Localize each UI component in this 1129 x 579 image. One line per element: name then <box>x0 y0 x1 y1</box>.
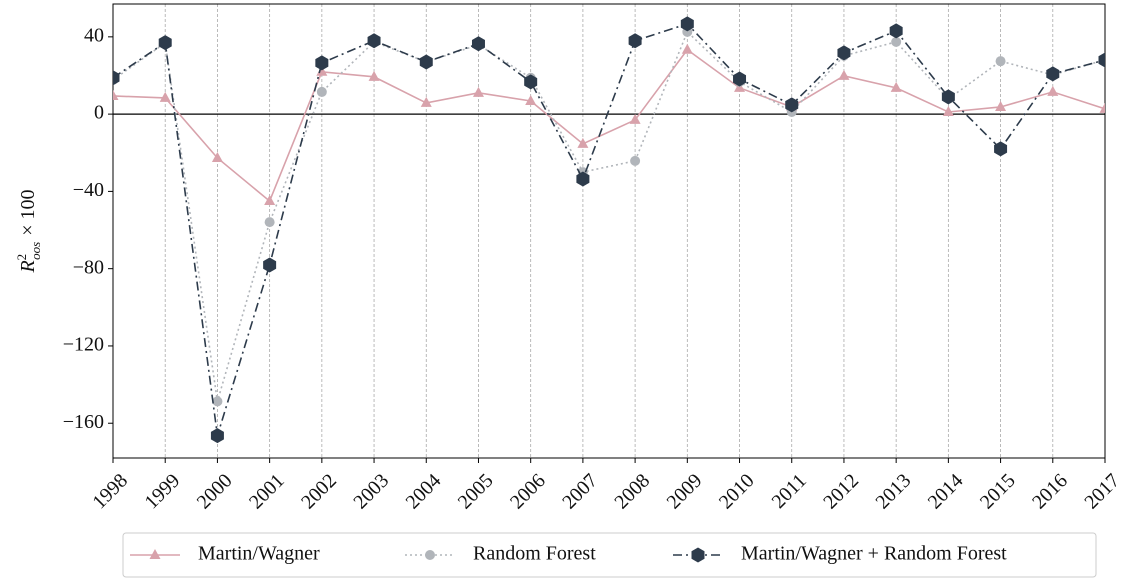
x-tick-label: 2014 <box>924 470 968 514</box>
series-line <box>113 30 1105 402</box>
x-tick-label: 2004 <box>402 470 446 514</box>
marker <box>681 43 693 54</box>
x-tick-label: 2000 <box>193 470 237 514</box>
marker <box>212 396 223 407</box>
marker <box>211 151 223 162</box>
x-tick-label: 2006 <box>506 470 550 514</box>
marker <box>419 54 433 70</box>
marker <box>525 94 537 105</box>
x-tick-label: 2012 <box>819 470 863 514</box>
y-axis-label: R2oos × 100 <box>14 189 43 273</box>
marker <box>315 55 329 71</box>
y-tick-label: 0 <box>94 102 104 124</box>
marker <box>891 36 902 47</box>
x-tick-label: 2011 <box>768 470 811 513</box>
y-tick-label: −160 <box>63 411 104 433</box>
marker <box>524 74 538 90</box>
x-tick-label: 2003 <box>349 470 393 514</box>
legend-box <box>122 532 1097 578</box>
y-label-tail: × 100 <box>17 189 39 235</box>
marker <box>367 33 381 49</box>
legend: Martin/Wagner Random Forest Martin/Wagner … <box>122 532 1097 578</box>
marker <box>629 113 641 124</box>
marker <box>420 96 432 107</box>
marker <box>264 195 276 206</box>
marker <box>890 81 902 92</box>
x-tick-label: 2010 <box>715 470 759 514</box>
marker <box>316 65 328 76</box>
marker <box>263 257 277 273</box>
marker <box>995 100 1007 111</box>
y-tick-label: 40 <box>84 24 104 46</box>
marker <box>1046 66 1060 82</box>
legend-label: Random Forest <box>473 543 596 565</box>
legend-label: Martin/Wagner + Random Forest <box>741 543 1007 565</box>
y-label-base: R <box>17 260 39 273</box>
x-tick-label: 2005 <box>454 470 498 514</box>
marker <box>316 86 327 97</box>
x-tick-label: 2008 <box>610 470 654 514</box>
marker <box>471 36 485 52</box>
marker <box>630 155 641 166</box>
marker <box>210 428 224 444</box>
y-label-sup: 2 <box>14 254 29 261</box>
marker <box>149 549 161 559</box>
marker <box>113 70 120 86</box>
series-layer <box>113 16 1105 444</box>
x-tick-label: 2007 <box>558 470 602 514</box>
marker <box>941 89 955 105</box>
x-tick-label: 2009 <box>663 470 707 514</box>
marker <box>425 550 435 560</box>
x-tick-label: 2017 <box>1080 470 1124 514</box>
marker <box>472 86 484 97</box>
x-tick-label: 1998 <box>88 470 132 514</box>
marker <box>995 56 1006 67</box>
x-tick-label: 1999 <box>141 470 185 514</box>
marker <box>1099 102 1105 113</box>
marker <box>838 69 850 80</box>
x-tick-label: 2013 <box>871 470 915 514</box>
series-line <box>113 22 1105 436</box>
marker <box>733 71 747 87</box>
x-tick-label: 2002 <box>297 470 341 514</box>
marker <box>785 97 799 113</box>
marker <box>1047 85 1059 96</box>
marker <box>691 547 705 563</box>
marker <box>113 89 119 100</box>
x-tick-label: 2016 <box>1028 470 1072 514</box>
marker <box>368 70 380 81</box>
marker <box>628 33 642 49</box>
y-tick-label: −40 <box>73 179 104 201</box>
plot-frame <box>112 3 1106 459</box>
marker <box>942 105 954 116</box>
marker <box>680 16 694 32</box>
marker <box>158 35 172 51</box>
marker <box>837 45 851 61</box>
y-label-sub: oos <box>28 242 43 260</box>
marker <box>577 137 589 148</box>
marker <box>576 171 590 187</box>
x-tick-label: 2015 <box>976 470 1020 514</box>
series-line <box>113 48 1105 203</box>
y-tick-label: −120 <box>63 334 104 356</box>
marker <box>994 141 1008 157</box>
x-tick-label: 2001 <box>245 470 289 514</box>
marker <box>1098 52 1105 68</box>
legend-label: Martin/Wagner <box>198 543 320 565</box>
y-tick-label: −80 <box>73 256 104 278</box>
marker <box>889 23 903 39</box>
marker <box>264 217 275 228</box>
marker <box>159 91 171 102</box>
